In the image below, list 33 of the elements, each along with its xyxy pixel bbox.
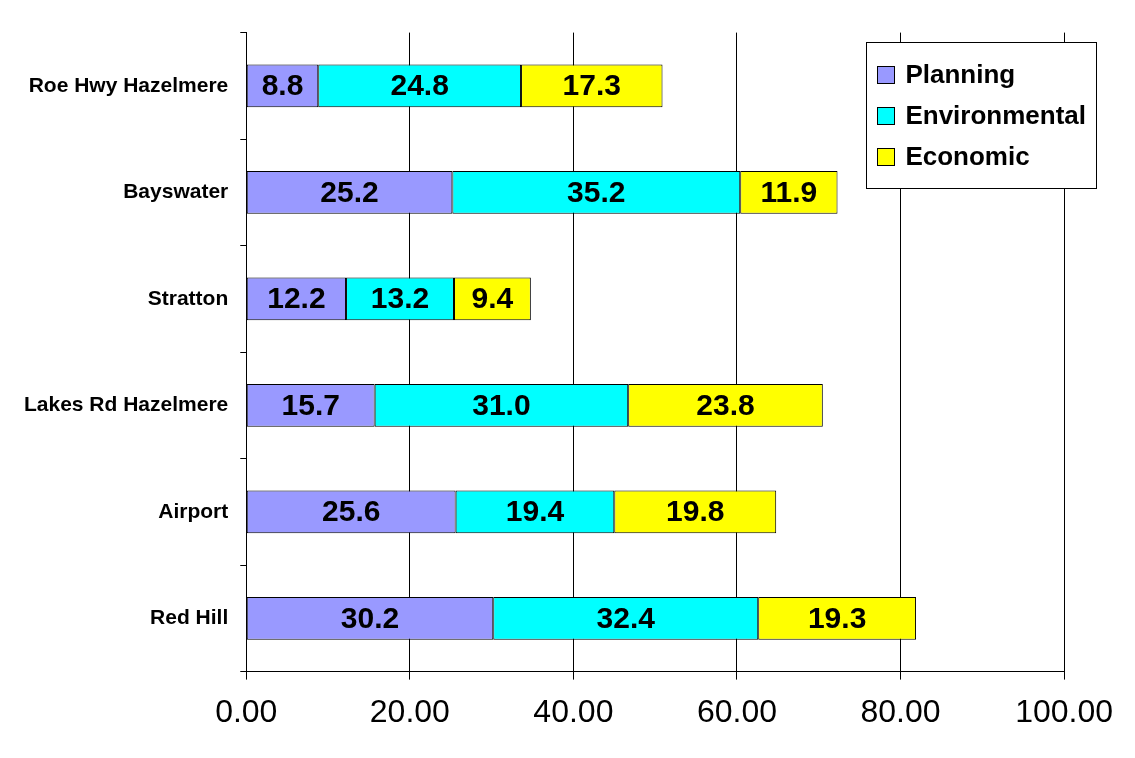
data-label: 19.8: [666, 494, 725, 528]
data-label: 25.6: [322, 494, 381, 528]
x-tick-label: 60.00: [696, 692, 777, 729]
data-label: 17.3: [562, 68, 621, 102]
y-tick-label: Red Hill: [150, 605, 229, 629]
x-tick-label: 0.00: [215, 692, 278, 729]
data-label: 25.2: [320, 174, 379, 208]
y-tick-label: Airport: [158, 498, 229, 522]
data-label: 30.2: [340, 600, 400, 634]
y-tick-label: Lakes Rd Hazelmere: [23, 392, 229, 416]
x-tick-label: 80.00: [860, 692, 941, 729]
data-label: 19.4: [505, 494, 565, 528]
data-label: 13.2: [370, 281, 430, 315]
data-label: 9.4: [471, 281, 514, 315]
legend-label: Economic: [905, 141, 1030, 172]
data-label: 19.3: [807, 600, 867, 634]
legend-label: Planning: [905, 59, 1016, 90]
y-tick-label: Stratton: [147, 285, 229, 309]
x-tick-label: 40.00: [533, 692, 614, 729]
data-label: 35.2: [567, 174, 626, 208]
data-label: 12.2: [267, 281, 326, 315]
data-label: 32.4: [596, 600, 656, 634]
x-tick-label: 20.00: [369, 692, 450, 729]
y-tick-label: Roe Hwy Hazelmere: [28, 72, 229, 96]
data-label: 11.9: [760, 174, 818, 208]
data-label: 15.7: [281, 387, 340, 421]
data-label: 8.8: [261, 68, 304, 102]
legend-label: Environmental: [905, 100, 1086, 131]
data-label: 31.0: [472, 387, 531, 421]
x-tick-label: 100.00: [1015, 692, 1113, 729]
data-label: 24.8: [390, 68, 449, 102]
data-label: 23.8: [696, 387, 755, 421]
y-tick-label: Bayswater: [123, 179, 229, 203]
